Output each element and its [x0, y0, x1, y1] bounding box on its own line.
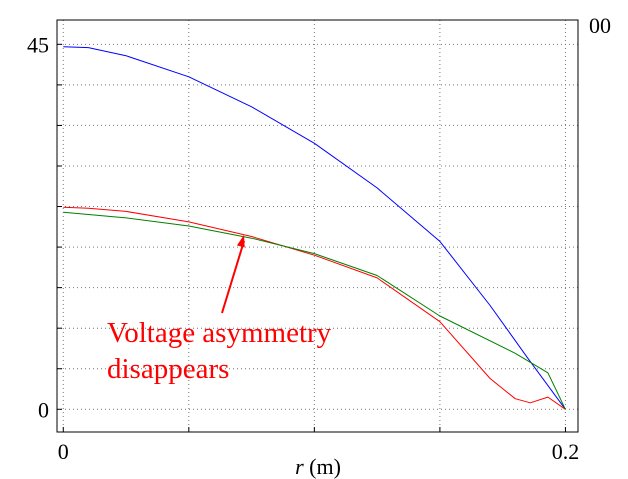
plot-frame — [56, 19, 579, 433]
series-line-2 — [63, 211, 566, 410]
annotation-arrow-shaft — [221, 240, 246, 314]
tick-labels: 0 0.2 0 45 — [27, 32, 579, 464]
x-axis-title: r (m) — [295, 454, 341, 479]
tick-marks — [57, 43, 566, 432]
x-axis-unit: (m) — [304, 454, 341, 479]
grid — [57, 20, 578, 432]
series-line-1 — [63, 206, 566, 410]
annotation: Voltage asymmetry disappears — [107, 234, 332, 385]
annotation-line-2: disappears — [107, 353, 229, 385]
y-tick-label-1: 45 — [27, 32, 49, 57]
series-lines — [63, 46, 566, 410]
partial-label: 00 — [589, 13, 611, 38]
series-line-0 — [63, 46, 566, 410]
x-tick-label-1: 0.2 — [552, 439, 580, 464]
x-axis-variable: r — [295, 454, 304, 479]
annotation-arrow-head — [236, 234, 245, 248]
annotation-line-1: Voltage asymmetry — [107, 317, 332, 349]
x-tick-label-0: 0 — [58, 439, 69, 464]
y-tick-label-0: 0 — [38, 397, 49, 422]
